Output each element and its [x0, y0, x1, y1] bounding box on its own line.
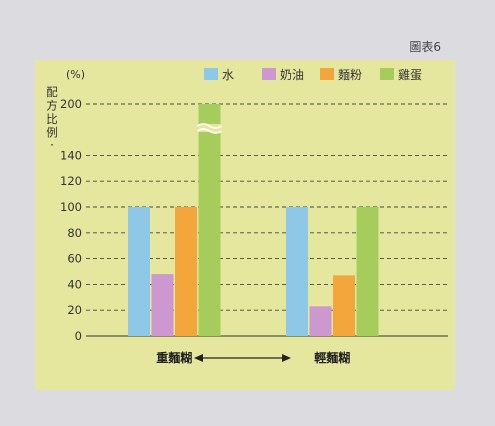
legend-swatch	[320, 68, 334, 80]
y-unit-label: (%)	[66, 68, 85, 81]
legend: 水 奶油 麵粉 雞蛋	[204, 68, 422, 82]
legend-label: 雞蛋	[398, 68, 422, 82]
y-axis-label-char: 方	[46, 99, 58, 113]
chart-panel	[35, 60, 455, 390]
axis-break-wave	[197, 123, 222, 129]
legend-label: 奶油	[280, 68, 304, 82]
y-tick-labels: 0 20 40 60 80 100 120 140 200	[60, 97, 82, 343]
legend-label: 麵粉	[338, 68, 362, 82]
x-tick-labels: 重麵糊 輕麵糊	[156, 350, 350, 365]
bar	[175, 207, 197, 336]
bars	[128, 104, 379, 336]
y-tick-label: 0	[75, 329, 82, 343]
y-tick-label: 100	[60, 200, 82, 214]
bar	[286, 207, 308, 336]
y-axis-label-char: 配	[46, 85, 58, 99]
axis-break-wave	[197, 128, 222, 134]
x-tick-label: 重麵糊	[156, 350, 192, 365]
figure-label: 圖表6	[409, 40, 441, 54]
legend-swatch	[380, 68, 394, 80]
y-tick-label: 200	[60, 97, 82, 111]
x-tick-label: 輕麵糊	[314, 350, 350, 365]
y-axis-label-char: 例	[46, 126, 58, 140]
legend-swatch	[204, 68, 218, 80]
category-arrow	[194, 354, 291, 362]
bar	[309, 306, 332, 336]
y-tick-label: 20	[67, 303, 82, 317]
y-tick-label: 140	[60, 148, 82, 162]
y-tick-label: 80	[67, 226, 82, 240]
bar	[198, 104, 221, 336]
y-tick-label: 60	[67, 252, 82, 266]
bar	[151, 274, 174, 336]
bar	[356, 207, 379, 336]
axis-break-gap	[197, 124, 222, 132]
y-tick-label: 120	[60, 174, 82, 188]
y-tick-label: 40	[67, 277, 82, 291]
legend-label: 水	[222, 68, 234, 82]
bar	[333, 275, 355, 336]
y-axis-label-char: 比	[46, 112, 58, 126]
legend-swatch	[262, 68, 276, 80]
bar	[128, 207, 150, 336]
